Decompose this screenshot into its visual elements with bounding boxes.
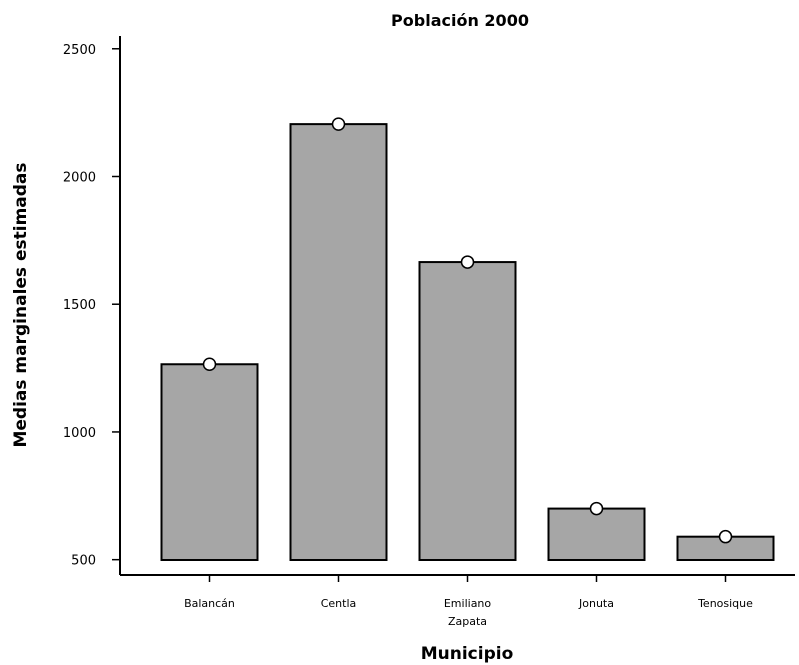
x-tick-label-4: Tenosique bbox=[697, 597, 753, 610]
y-tick-label-3: 2000 bbox=[63, 170, 96, 185]
x-tick-label-3: Jonuta bbox=[578, 597, 614, 610]
y-tick-label-2: 1500 bbox=[63, 298, 96, 313]
bars-group bbox=[160, 123, 775, 562]
bar-0 bbox=[160, 363, 259, 561]
marker-2 bbox=[460, 255, 475, 269]
chart-title: Población 2000 bbox=[391, 11, 529, 30]
y-ticks-group: 500 1000 1500 2000 2500 bbox=[63, 43, 120, 569]
y-tick-label-1: 1000 bbox=[63, 426, 96, 441]
markers-group bbox=[202, 117, 733, 544]
x-tick-label-1: Centla bbox=[321, 597, 357, 610]
x-tick-label-0: Balancán bbox=[184, 597, 235, 610]
marker-4 bbox=[718, 529, 733, 544]
bar-2 bbox=[418, 261, 517, 561]
y-tick-label-4: 2500 bbox=[63, 43, 96, 58]
x-axis-title: Municipio bbox=[421, 644, 514, 664]
bar-1 bbox=[289, 123, 388, 561]
axes-group bbox=[119, 36, 795, 576]
y-tick-label-0: 500 bbox=[71, 554, 96, 569]
bar-3 bbox=[547, 507, 646, 562]
x-ticks-group: Balancán Centla Emiliano Zapata Jonuta Tenosi… bbox=[184, 575, 753, 628]
marker-0 bbox=[202, 357, 217, 372]
marker-3 bbox=[589, 501, 604, 516]
x-tick-label-2-0: Emiliano bbox=[444, 597, 492, 610]
marker-1 bbox=[331, 117, 346, 131]
y-axis-title: Medias marginales estimadas bbox=[11, 162, 31, 447]
x-tick-label-2-1: Zapata bbox=[448, 615, 487, 628]
